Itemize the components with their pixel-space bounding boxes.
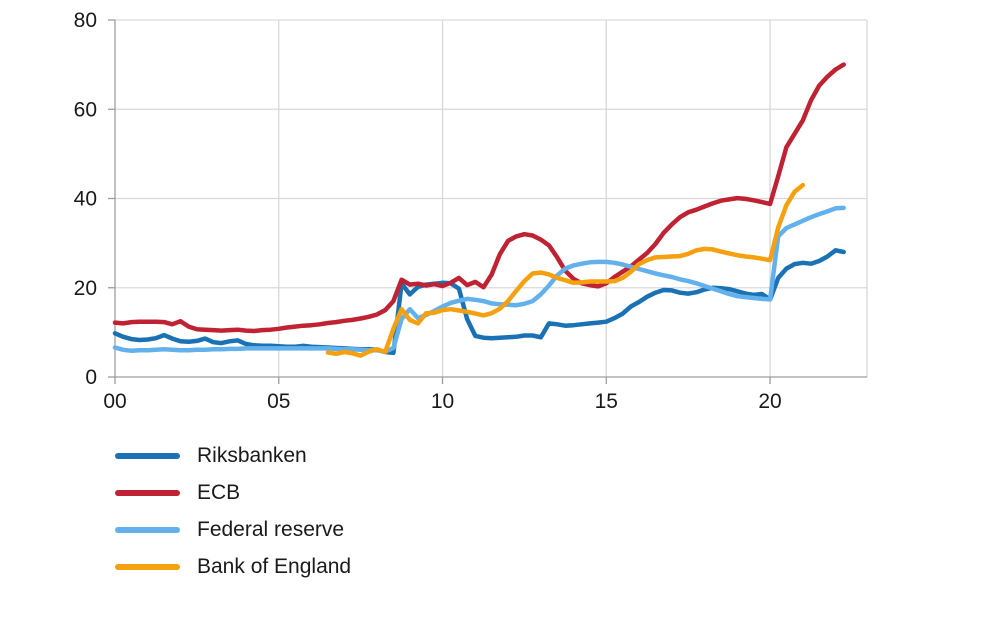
x-tick-label-20: 20 [758,390,781,413]
x-tick-label-15: 15 [595,390,618,413]
y-axis-tick-labels: 0 20 40 60 80 [74,9,97,389]
legend-label-federal-reserve: Federal reserve [197,518,345,541]
series-line-ecb [112,62,846,334]
series-line-riksbanken [112,248,846,356]
legend: Riksbanken ECB Federal reserve Bank of Engl… [115,444,351,592]
legend-item-ecb: ECB [115,481,351,505]
legend-swatch-bank-of-england [115,564,180,570]
y-tick-label-40: 40 [74,188,97,211]
legend-label-ecb: ECB [197,481,241,504]
series-line-bank-of-england [325,182,806,358]
y-tick-label-80: 80 [74,9,97,32]
axes [108,19,867,384]
legend-item-riksbanken: Riksbanken [115,444,351,468]
x-axis-tick-labels: 00 05 10 15 20 [103,390,781,413]
x-tick-label-00: 00 [103,390,126,413]
series-line-federal-reserve [112,205,846,354]
x-tick-label-10: 10 [431,390,454,413]
legend-item-bank-of-england: Bank of England [115,555,351,579]
legend-swatch-riksbanken [115,453,180,459]
legend-swatch-ecb [115,490,180,496]
y-tick-label-60: 60 [74,98,97,121]
gridlines [115,19,868,377]
line-chart: 0 20 40 60 80 00 05 10 15 20 [74,9,868,413]
legend-swatch-federal-reserve [115,527,180,533]
y-tick-label-0: 0 [85,366,97,389]
series-lines [112,62,846,358]
legend-label-riksbanken: Riksbanken [197,444,307,467]
y-tick-label-20: 20 [74,277,97,300]
legend-item-federal-reserve: Federal reserve [115,518,351,542]
legend-label-bank-of-england: Bank of England [197,555,352,578]
x-tick-label-05: 05 [267,390,290,413]
